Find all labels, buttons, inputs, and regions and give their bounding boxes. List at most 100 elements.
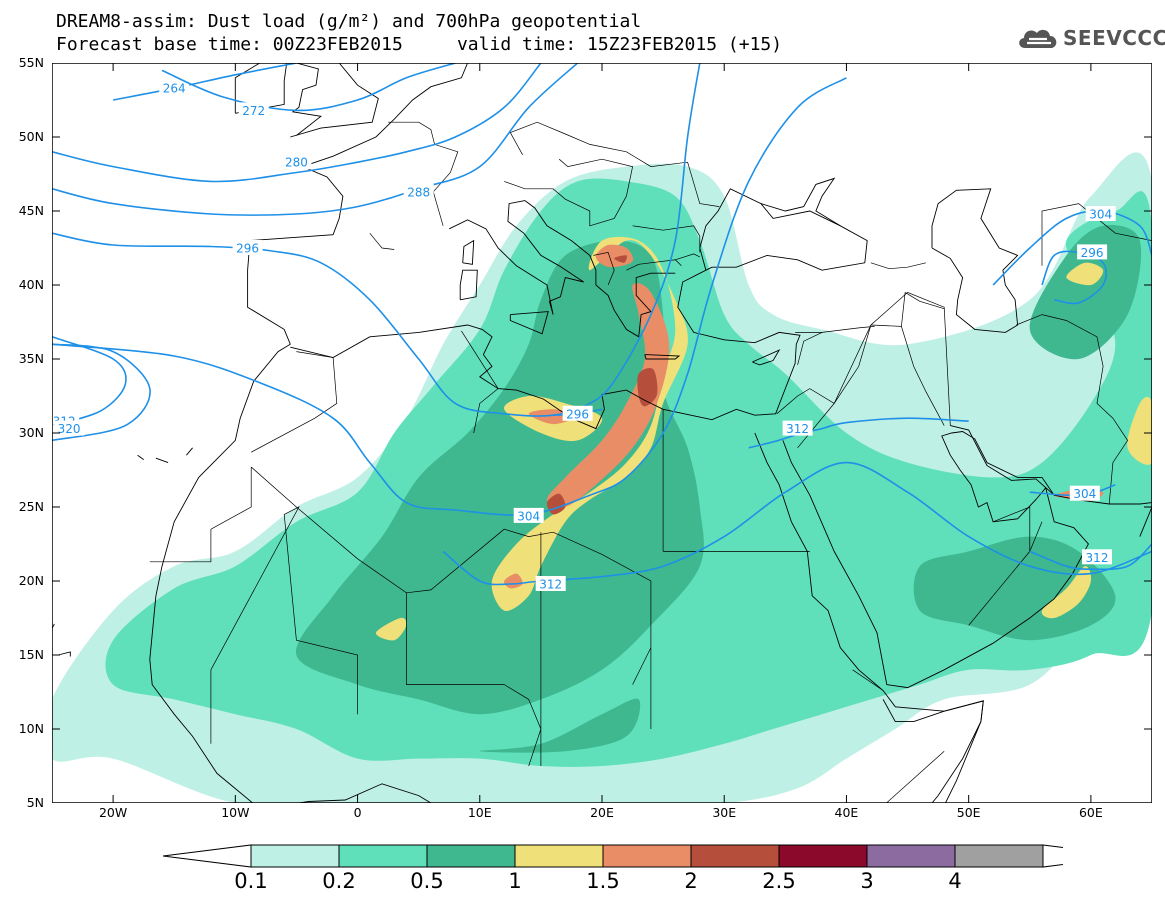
map-title-line-2: Forecast base time: 00Z23FEB2015 valid t… <box>56 34 783 55</box>
colorbar-box-5 <box>690 844 780 868</box>
border-16 <box>796 750 945 803</box>
dust-region-1-4 <box>1127 396 1152 465</box>
coastline-12 <box>234 63 288 114</box>
coastline-7 <box>931 188 1019 333</box>
contour-label-bg <box>535 576 566 591</box>
border-22 <box>626 259 682 271</box>
border-18 <box>388 121 459 226</box>
seevccc-logo: SEEVCCC <box>1015 24 1165 54</box>
dust-region-0_5-0 <box>295 240 704 715</box>
coastline-5 <box>754 432 984 803</box>
contour-label-bg <box>1082 549 1112 565</box>
colorbar-box-4 <box>602 844 692 868</box>
coastline-11 <box>291 63 322 136</box>
border-7 <box>210 506 358 744</box>
coastline-15 <box>509 311 549 335</box>
border-14 <box>968 521 1043 626</box>
lat-label: 40N <box>18 277 44 292</box>
contour-label: 312 <box>1086 551 1109 565</box>
colorbar-box-1 <box>338 844 428 868</box>
border-10 <box>797 291 951 449</box>
colorbar-label: 2 <box>684 869 698 893</box>
lon-label: 10W <box>221 805 250 820</box>
dust-load-field <box>52 152 1152 803</box>
dust-region-0_5-1 <box>913 536 1116 641</box>
lat-label: 20N <box>18 573 44 588</box>
border-17 <box>369 232 395 250</box>
colorbar-box-7 <box>866 844 956 868</box>
contour-line-312 <box>1029 543 1152 571</box>
contour-label-bg <box>238 102 269 118</box>
coastline-8 <box>760 177 841 227</box>
dust-region-1-2 <box>1041 566 1092 619</box>
border-11 <box>776 324 872 415</box>
coastline-20 <box>57 651 71 657</box>
dust-region-1-5 <box>375 617 407 641</box>
contour-line-296 <box>1041 250 1107 305</box>
logo-text: SEEVCCC <box>1063 26 1165 50</box>
contour-label-bg <box>1085 206 1116 221</box>
contour-label-bg <box>562 405 593 421</box>
contour-line-320 <box>52 343 151 442</box>
border-19 <box>509 121 720 207</box>
contour-label: 304 <box>1073 487 1096 501</box>
border-2 <box>250 466 652 685</box>
colorbar-box-0 <box>250 844 340 868</box>
contour-line-312 <box>748 417 969 449</box>
lat-label: 15N <box>18 647 44 662</box>
lon-label: 10E <box>467 805 492 820</box>
colorbar-box-6 <box>778 844 868 868</box>
lon-label: 20E <box>590 805 614 820</box>
border-30 <box>870 262 926 270</box>
contour-line-280 <box>52 63 542 183</box>
contour-label-bg <box>281 154 312 170</box>
colorbar-label: 3 <box>860 869 874 893</box>
contour-label-bg <box>1069 485 1100 501</box>
lon-label: 20W <box>98 805 128 820</box>
coastline-13 <box>459 269 478 301</box>
contour-label: 280 <box>285 156 308 170</box>
contour-label: 296 <box>236 242 259 256</box>
border-31 <box>797 332 823 365</box>
dust-region-1-3 <box>1066 262 1104 286</box>
contour-label: 296 <box>566 407 589 421</box>
colorbar-box-3 <box>514 844 604 868</box>
colorbar-box-2 <box>426 844 516 868</box>
geopotential-contours: 264 272 280 288 296 296 304 312 312 312 320 304 296 3… <box>52 63 1152 592</box>
border-0 <box>149 467 252 563</box>
cloud-icon <box>1019 29 1057 48</box>
contour-label: 304 <box>517 509 540 523</box>
map-title-line-1: DREAM8-assim: Dust load (g/m²) and 700hP… <box>56 11 642 32</box>
contour-label: 296 <box>1081 246 1104 260</box>
dust-region-0_5-3 <box>479 698 641 753</box>
border-13 <box>992 506 1031 552</box>
coastline-10 <box>290 63 379 138</box>
border-20 <box>504 158 634 227</box>
coastline-14 <box>462 239 475 265</box>
lat-label: 50N <box>18 129 44 144</box>
colorbar-label: 0.1 <box>234 869 268 893</box>
coastline-23 <box>155 457 169 464</box>
dust-map: 264 272 280 288 296 296 304 312 312 312 320 304 296 3… <box>52 63 1152 803</box>
lat-label: 25N <box>18 499 44 514</box>
contour-label-bg <box>513 507 544 523</box>
coastline-22 <box>137 454 144 460</box>
contour-label: 272 <box>242 104 265 118</box>
contour-label-bg <box>1077 244 1108 260</box>
coastline-17 <box>752 349 781 366</box>
border-29 <box>1041 203 1152 266</box>
colorbar-upper-arrow <box>1042 844 1063 868</box>
border-27 <box>901 326 945 426</box>
coastline-24 <box>186 447 193 456</box>
coastline-3 <box>449 200 584 315</box>
coastline-16 <box>644 354 681 360</box>
contour-line-288 <box>52 63 579 216</box>
contour-line-304 <box>992 209 1152 286</box>
border-28 <box>1016 314 1129 505</box>
contour-label: 288 <box>407 185 430 199</box>
border-21 <box>632 225 701 253</box>
border-3 <box>461 330 499 434</box>
coastline-4 <box>524 200 676 338</box>
contour-label: 312 <box>539 578 562 592</box>
colorbar-label: 4 <box>948 869 962 893</box>
